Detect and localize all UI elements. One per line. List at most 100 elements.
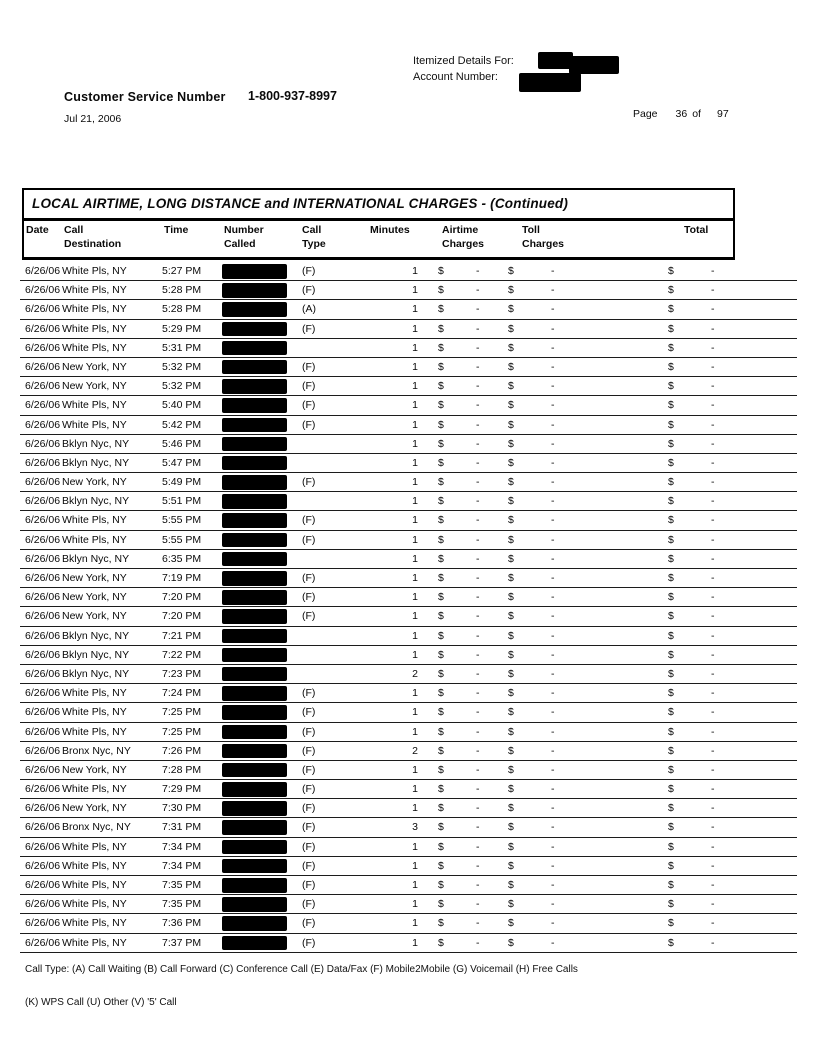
cell-date: 6/26/06 <box>25 936 61 949</box>
cell-time: 7:36 PM <box>162 917 202 930</box>
cell-call-type: (F) <box>302 360 316 373</box>
table-row: 6/26/06 White Pls, NY 7:35 PM (F) 1 $ - … <box>20 876 797 896</box>
cell-minutes: 1 <box>412 533 418 546</box>
cell-toll-value: - <box>551 322 555 335</box>
table-row: 6/26/06 White Pls, NY 7:34 PM (F) 1 $ - … <box>20 838 797 857</box>
cell-call-destination: White Pls, NY <box>62 533 127 546</box>
cell-minutes: 1 <box>412 360 418 373</box>
cell-total-value: - <box>711 322 715 335</box>
table-row: 6/26/06 White Pls, NY 5:31 PM 1 $ - $ - … <box>20 339 797 358</box>
cell-total-currency: $ <box>668 495 674 508</box>
cell-date: 6/26/06 <box>25 456 61 469</box>
cell-airtime-currency: $ <box>438 265 444 277</box>
cell-total-currency: $ <box>668 744 674 757</box>
cell-airtime-currency: $ <box>438 936 444 949</box>
col-header-call-destination-line2: Destination <box>64 237 122 250</box>
cell-airtime-currency: $ <box>438 744 444 757</box>
cell-airtime-value: - <box>476 610 480 623</box>
table-row: 6/26/06 Bklyn Nyc, NY 7:23 PM 2 $ - $ - … <box>20 665 797 685</box>
cell-call-destination: Bklyn Nyc, NY <box>62 667 130 680</box>
cell-call-destination: Bklyn Nyc, NY <box>62 437 130 450</box>
cell-date: 6/26/06 <box>25 667 61 680</box>
col-header-date: Date <box>26 224 49 236</box>
cell-airtime-value: - <box>476 648 480 661</box>
customer-service-number: 1-800-937-8997 <box>248 89 337 103</box>
table-row: 6/26/06 White Pls, NY 5:40 PM (F) 1 $ - … <box>20 396 797 416</box>
cell-date: 6/26/06 <box>25 322 61 335</box>
cell-toll-currency: $ <box>508 898 514 911</box>
cell-airtime-currency: $ <box>438 303 444 316</box>
cell-total-currency: $ <box>668 437 674 450</box>
cell-date: 6/26/06 <box>25 533 61 546</box>
cell-airtime-value: - <box>476 667 480 680</box>
cell-total-currency: $ <box>668 629 674 642</box>
cell-airtime-value: - <box>476 572 480 584</box>
charges-table-header-box: LOCAL AIRTIME, LONG DISTANCE and INTERNA… <box>22 188 735 260</box>
cell-time: 5:32 PM <box>162 380 202 393</box>
table-row: 6/26/06 White Pls, NY 7:34 PM (F) 1 $ - … <box>20 857 797 876</box>
cell-time: 7:21 PM <box>162 629 202 642</box>
cell-toll-value: - <box>551 879 555 891</box>
cell-airtime-currency: $ <box>438 898 444 911</box>
redacted-phone-number-bar <box>222 302 287 317</box>
cell-toll-value: - <box>551 533 555 546</box>
cell-minutes: 1 <box>412 399 418 412</box>
table-row: 6/26/06 Bklyn Nyc, NY 5:51 PM 1 $ - $ - … <box>20 492 797 512</box>
redacted-phone-number-bar <box>222 321 287 337</box>
cell-minutes: 2 <box>412 667 418 680</box>
cell-call-destination: White Pls, NY <box>62 265 127 277</box>
redacted-phone-number-bar <box>222 858 287 874</box>
cell-call-type: (F) <box>302 322 316 335</box>
cell-date: 6/26/06 <box>25 629 61 642</box>
col-header-call-type-line1: Call <box>302 224 322 236</box>
cell-toll-currency: $ <box>508 341 514 354</box>
table-body: 6/26/06 White Pls, NY 5:27 PM (F) 1 $ - … <box>20 262 797 953</box>
cell-total-value: - <box>711 399 715 412</box>
redacted-phone-number-bar <box>222 532 287 548</box>
cell-call-destination: White Pls, NY <box>62 783 127 796</box>
redacted-phone-number-bar <box>222 571 287 586</box>
cell-airtime-value: - <box>476 284 480 297</box>
call-type-legend-line2: (K) WPS Call (U) Other (V) '5' Call <box>25 997 177 1008</box>
cell-call-type: (F) <box>302 265 316 277</box>
cell-time: 7:29 PM <box>162 783 202 796</box>
table-row: 6/26/06 White Pls, NY 7:36 PM (F) 1 $ - … <box>20 914 797 934</box>
page-indicator: Page 36 of 97 <box>633 108 729 120</box>
cell-total-value: - <box>711 418 715 431</box>
cell-time: 5:46 PM <box>162 437 202 450</box>
cell-total-value: - <box>711 591 715 604</box>
cell-airtime-value: - <box>476 725 480 738</box>
cell-airtime-currency: $ <box>438 879 444 891</box>
cell-airtime-value: - <box>476 552 480 565</box>
cell-total-currency: $ <box>668 284 674 297</box>
cell-call-destination: Bronx Nyc, NY <box>62 744 131 757</box>
cell-date: 6/26/06 <box>25 552 61 565</box>
cell-minutes: 1 <box>412 341 418 354</box>
cell-date: 6/26/06 <box>25 840 61 853</box>
cell-call-type: (F) <box>302 898 316 911</box>
cell-date: 6/26/06 <box>25 725 61 738</box>
cell-call-destination: White Pls, NY <box>62 341 127 354</box>
cell-airtime-currency: $ <box>438 495 444 508</box>
cell-toll-value: - <box>551 840 555 853</box>
cell-time: 7:30 PM <box>162 802 202 815</box>
cell-minutes: 1 <box>412 687 418 700</box>
page-label: Page <box>633 108 658 120</box>
cell-airtime-value: - <box>476 859 480 872</box>
cell-call-type: (F) <box>302 380 316 393</box>
cell-airtime-value: - <box>476 476 480 489</box>
col-header-airtime-charges: Airtime Charges <box>442 224 484 251</box>
cell-call-type: (F) <box>302 399 316 412</box>
cell-toll-value: - <box>551 667 555 680</box>
cell-call-type: (F) <box>302 591 316 604</box>
cell-minutes: 1 <box>412 629 418 642</box>
cell-toll-value: - <box>551 418 555 431</box>
col-header-number-called-line2: Called <box>224 237 256 250</box>
statement-date: Jul 21, 2006 <box>64 113 122 125</box>
cell-airtime-value: - <box>476 629 480 642</box>
cell-airtime-currency: $ <box>438 399 444 412</box>
redacted-phone-number-bar <box>222 379 287 394</box>
cell-time: 5:29 PM <box>162 322 202 335</box>
redacted-phone-number-bar <box>222 283 287 298</box>
